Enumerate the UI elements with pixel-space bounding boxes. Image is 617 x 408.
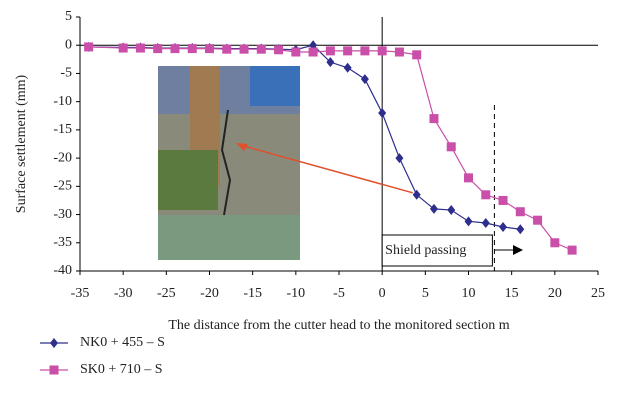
y-tick-label: -25 (53, 179, 72, 194)
point (568, 246, 577, 255)
point (188, 44, 197, 53)
x-tick-label: -35 (71, 286, 90, 301)
y-tick-label: -30 (53, 207, 72, 222)
chart: Surface settlement (mm) The distance fro… (0, 0, 617, 403)
point (395, 47, 404, 56)
x-tick-label: -15 (243, 286, 262, 301)
point (205, 44, 214, 53)
y-tick-label: -5 (60, 66, 72, 81)
series-line (89, 45, 521, 229)
point (360, 46, 369, 55)
x-tick-label: 10 (462, 286, 476, 301)
x-tick-label: 5 (422, 286, 429, 301)
x-axis-label: The distance from the cutter head to the… (168, 318, 509, 333)
point (378, 108, 386, 118)
x-tick-label: -5 (333, 286, 345, 301)
x-tick-label: -25 (157, 286, 176, 301)
point (326, 46, 335, 55)
point (464, 173, 473, 182)
y-tick-label: -40 (53, 263, 72, 278)
point (378, 46, 387, 55)
point (274, 45, 283, 54)
y-tick-label: -10 (53, 94, 72, 109)
x-tick-label: 20 (548, 286, 562, 301)
point (430, 204, 438, 214)
point (412, 50, 421, 59)
point (222, 45, 231, 54)
point (447, 205, 455, 215)
point (413, 190, 421, 200)
point (481, 190, 490, 199)
x-tick-label: 25 (591, 286, 605, 301)
annotation: Shield passing (385, 243, 466, 258)
point (257, 45, 266, 54)
x-tick-label: 0 (379, 286, 386, 301)
x-tick-label: -30 (114, 286, 133, 301)
point (516, 207, 525, 216)
point (465, 216, 473, 226)
legend-label: NK0 + 455 – S (80, 335, 165, 350)
point (533, 216, 542, 225)
point (153, 44, 162, 53)
x-tick-label: -20 (200, 286, 219, 301)
point (447, 142, 456, 151)
point (429, 114, 438, 123)
point (291, 47, 300, 56)
point (170, 44, 179, 53)
legend-label: SK0 + 710 – S (80, 362, 163, 377)
point (550, 238, 559, 247)
point (309, 47, 318, 56)
point (482, 218, 490, 228)
point (516, 224, 524, 234)
point (84, 42, 93, 51)
legend-marker (50, 366, 59, 375)
y-tick-label: -20 (53, 150, 72, 165)
y-tick-label: 5 (65, 9, 72, 24)
point (499, 196, 508, 205)
y-tick-label: -15 (53, 122, 72, 137)
point (499, 222, 507, 232)
page: {"chart_data": {"type": "line", "y_label… (0, 0, 617, 408)
x-tick-label: -10 (286, 286, 305, 301)
point (344, 63, 352, 73)
point (240, 45, 249, 54)
legend-marker (50, 338, 58, 348)
y-axis-label: Surface settlement (mm) (14, 74, 29, 213)
point (136, 44, 145, 53)
point (361, 74, 369, 84)
point (343, 46, 352, 55)
x-tick-label: 15 (505, 286, 519, 301)
y-tick-label: 0 (65, 37, 72, 52)
annotation-arrowhead (513, 245, 523, 255)
point (119, 44, 128, 53)
point (395, 153, 403, 163)
photo-inset (158, 66, 300, 260)
y-tick-label: -35 (53, 235, 72, 250)
